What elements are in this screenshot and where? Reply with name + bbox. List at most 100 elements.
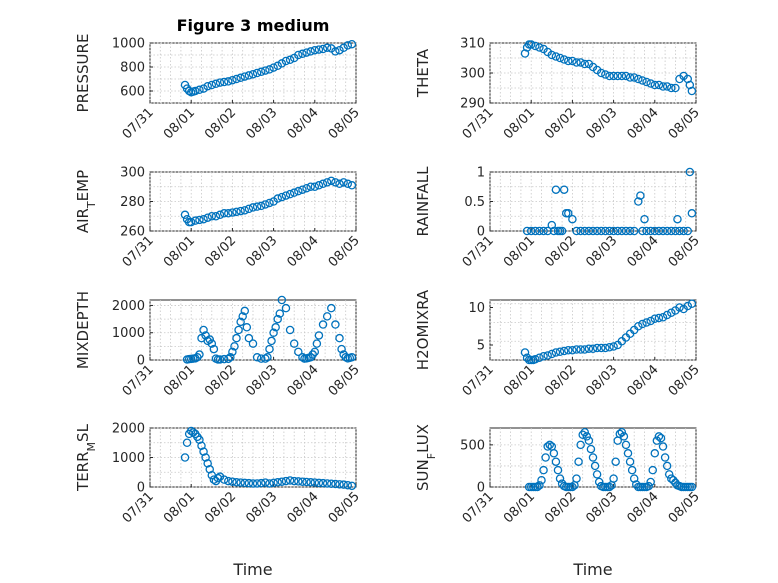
data-point <box>298 49 307 59</box>
data-point <box>652 436 662 445</box>
data-point <box>207 211 217 221</box>
data-point <box>629 226 639 236</box>
data-point <box>248 339 258 348</box>
data-point <box>658 312 668 322</box>
data-point <box>347 481 357 491</box>
data-point <box>687 299 697 308</box>
data-point <box>605 482 614 492</box>
data-point <box>205 335 214 344</box>
data-point <box>248 203 258 212</box>
data-point <box>572 58 581 67</box>
x-tick-label: 08/02 <box>202 362 239 399</box>
data-point <box>224 77 233 86</box>
x-tick-label: 08/02 <box>542 362 579 399</box>
data-point <box>306 47 315 56</box>
data-point <box>236 478 245 487</box>
data-point <box>617 226 627 236</box>
y-tick-label: 290 <box>460 97 485 112</box>
data-point <box>240 206 250 215</box>
data-point <box>343 480 353 490</box>
data-point <box>252 479 262 488</box>
data-point <box>310 45 320 55</box>
data-point <box>617 427 627 437</box>
y-tick-label: 2000 <box>112 422 145 437</box>
data-point <box>306 478 315 487</box>
data-point <box>224 209 233 218</box>
x-tick-label: 08/03 <box>243 105 280 142</box>
x-tick-label: 08/04 <box>285 105 322 142</box>
data-point <box>660 453 670 462</box>
x-tick-label: 08/04 <box>625 233 662 270</box>
data-point <box>667 83 676 93</box>
x-axis-label: Time <box>232 560 272 579</box>
data-point <box>273 194 282 203</box>
data-point <box>230 342 239 351</box>
data-point <box>526 40 536 49</box>
data-point <box>191 216 200 225</box>
data-point <box>339 43 348 53</box>
data-point <box>244 333 254 343</box>
x-tick-label: 08/02 <box>202 489 239 526</box>
data-point <box>252 353 262 362</box>
data-point <box>671 226 680 236</box>
x-axis-label: Time <box>572 560 612 579</box>
data-point <box>687 86 697 96</box>
x-tick-label: 08/05 <box>666 362 703 399</box>
x-tick-label: 08/02 <box>542 233 579 270</box>
data-point <box>271 323 280 332</box>
y-tick-label: 1 <box>477 166 485 181</box>
data-point <box>269 328 278 337</box>
data-point <box>537 476 546 485</box>
data-point <box>215 210 225 220</box>
data-point <box>289 476 299 486</box>
data-point <box>572 474 581 483</box>
data-point <box>335 179 344 189</box>
data-point <box>298 477 307 486</box>
data-point <box>568 56 577 66</box>
data-point <box>277 477 287 486</box>
data-point <box>265 479 274 488</box>
y-tick-label: 2000 <box>112 299 145 314</box>
data-point <box>199 447 208 456</box>
data-point <box>302 48 311 57</box>
data-point <box>180 210 190 220</box>
data-point <box>248 479 258 488</box>
data-point <box>314 45 324 54</box>
data-point <box>265 344 274 354</box>
data-point <box>646 226 655 236</box>
data-point <box>256 201 266 211</box>
data-point <box>662 82 672 91</box>
data-point <box>551 348 561 357</box>
data-point <box>322 178 332 187</box>
data-point <box>199 214 208 224</box>
data-point <box>658 442 668 451</box>
data-point <box>322 479 332 488</box>
data-point <box>662 310 672 320</box>
data-point <box>197 441 206 450</box>
data-point <box>219 77 229 87</box>
data-point <box>236 206 245 216</box>
data-point <box>654 432 664 441</box>
y-tick-label: 310 <box>460 37 485 52</box>
data-point <box>236 317 245 327</box>
data-point <box>638 76 647 85</box>
data-point <box>289 339 299 348</box>
data-point <box>265 198 274 208</box>
data-point <box>564 56 573 66</box>
y-axis-label: TERRMSL <box>74 423 98 492</box>
y-tick-label: 300 <box>460 67 485 82</box>
data-point <box>531 354 540 364</box>
data-point <box>347 39 357 49</box>
data-point <box>261 354 270 363</box>
data-point <box>609 71 618 81</box>
data-point <box>629 474 639 483</box>
data-point <box>634 74 643 84</box>
x-tick-label: 08/01 <box>501 362 538 399</box>
data-point <box>664 470 674 479</box>
data-point <box>609 342 618 351</box>
y-tick-label: 0 <box>477 225 485 240</box>
data-point <box>619 432 629 441</box>
data-point <box>559 346 569 356</box>
data-point <box>244 71 254 80</box>
